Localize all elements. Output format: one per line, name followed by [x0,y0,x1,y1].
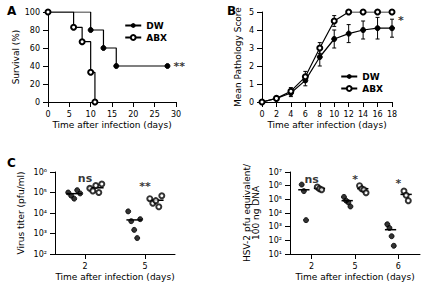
svg-text:ABX: ABX [362,84,383,94]
svg-text:10³: 10³ [269,222,282,231]
svg-text:10²: 10² [34,250,47,259]
svg-text:A: A [7,4,17,18]
svg-text:3: 3 [249,44,254,53]
svg-text:20: 20 [128,110,138,119]
svg-text:C: C [7,156,16,170]
svg-text:Time after infection (days): Time after infection (days) [54,272,174,282]
svg-text:DW: DW [362,72,379,82]
svg-text:12: 12 [344,110,354,119]
svg-text:2: 2 [274,110,279,119]
svg-text:2: 2 [82,262,87,271]
svg-text:6: 6 [303,110,308,119]
svg-text:Time after infection (days): Time after infection (days) [51,120,171,130]
svg-text:100: 100 [25,8,40,17]
svg-text:0: 0 [35,98,40,107]
svg-text:14: 14 [358,110,368,119]
svg-text:10⁷: 10⁷ [269,168,282,177]
svg-text:10⁶: 10⁶ [269,181,282,190]
svg-text:ns: ns [78,172,93,185]
svg-text:16: 16 [372,110,382,119]
svg-text:4: 4 [288,110,293,119]
svg-text:B: B [227,4,236,18]
svg-text:10⁴: 10⁴ [34,209,47,218]
svg-text:ns: ns [304,173,319,186]
svg-text:0: 0 [259,110,264,119]
svg-text:10: 10 [329,110,339,119]
svg-text:*: * [395,177,401,190]
svg-text:1: 1 [249,80,254,89]
svg-text:5: 5 [249,8,254,17]
svg-text:10⁵: 10⁵ [34,188,47,197]
svg-text:30: 30 [171,110,181,119]
svg-text:10: 10 [86,110,96,119]
svg-text:10³: 10³ [34,229,47,238]
svg-text:2: 2 [249,62,254,71]
svg-text:0: 0 [249,98,254,107]
svg-text:5: 5 [67,110,72,119]
svg-text:DW: DW [146,21,163,31]
svg-text:2: 2 [309,262,314,271]
svg-text:40: 40 [30,62,40,71]
svg-text:6: 6 [396,262,401,271]
svg-text:ABX: ABX [146,33,167,43]
svg-text:100 ng DNA: 100 ng DNA [251,185,261,240]
svg-text:10⁶: 10⁶ [34,168,47,177]
svg-text:10⁴: 10⁴ [269,209,282,218]
svg-text:25: 25 [150,110,160,119]
svg-text:*: * [352,173,358,186]
svg-text:4: 4 [249,26,254,35]
svg-text:HSV-2 pfu equivalent/: HSV-2 pfu equivalent/ [241,164,252,262]
svg-text:Time after infection (days): Time after infection (days) [294,272,414,282]
svg-text:10¹: 10¹ [269,250,282,259]
svg-text:**: ** [173,60,185,73]
svg-text:60: 60 [30,44,40,53]
svg-text:5: 5 [352,262,357,271]
svg-text:10⁵: 10⁵ [269,195,282,204]
svg-text:0: 0 [45,110,50,119]
svg-text:10²: 10² [269,236,282,245]
svg-text:20: 20 [30,80,40,89]
svg-text:Virus titer (pfu/ml): Virus titer (pfu/ml) [16,172,26,255]
svg-text:15: 15 [107,110,117,119]
svg-text:Survival (%): Survival (%) [11,30,21,85]
svg-text:8: 8 [317,110,322,119]
svg-text:Time after infection (days): Time after infection (days) [266,120,386,130]
svg-text:Mean Pathology Score: Mean Pathology Score [233,7,243,107]
svg-text:18: 18 [387,110,397,119]
svg-text:80: 80 [30,26,40,35]
svg-text:**: ** [139,180,151,193]
svg-text:*: * [398,14,404,27]
svg-text:5: 5 [142,262,147,271]
